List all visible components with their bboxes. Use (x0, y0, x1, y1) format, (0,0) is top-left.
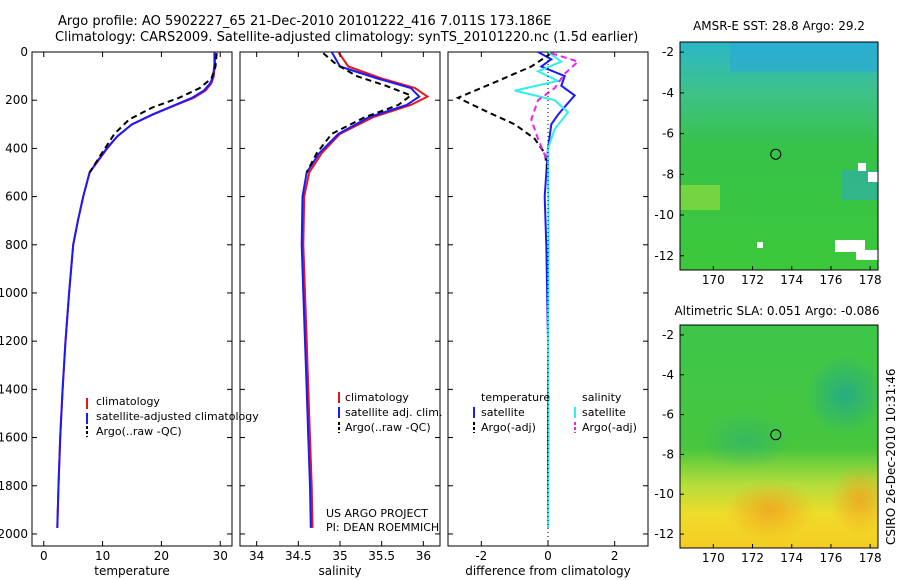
y-tick-label: 1600 (0, 431, 28, 445)
series-line-climatology (56, 51, 217, 528)
x-tick-label: 10 (95, 549, 110, 563)
legend-label-climatology: climatology (345, 391, 409, 404)
x-tick-label: 20 (154, 549, 169, 563)
legend-label-argo: Argo(..raw -QC) (345, 421, 431, 434)
series-line-climatology (302, 51, 430, 528)
sst-map: AMSR-E SST: 28.8 Argo: 29.2 170 172 174 176… (654, 19, 881, 287)
x-tick-label: 36 (416, 549, 431, 563)
x-tick-label: 0 (544, 549, 552, 563)
legend-heading-salinity: salinity (582, 391, 622, 404)
difference-legend: temperature satellite Argo(-adj) salinit… (473, 391, 637, 434)
x-tick-label: 30 (213, 549, 228, 563)
map-y-tick-label: -10 (654, 487, 674, 501)
sla-map-field (680, 325, 878, 548)
salinity-axis-label: salinity (318, 564, 361, 578)
difference-ticks: -2 0 2 (448, 51, 648, 563)
figure-title-line1: Argo profile: AO 5902227_65 21-Dec-2010 … (58, 14, 552, 29)
map-x-tick-label: 174 (780, 273, 803, 287)
legend-label-argo: Argo(..raw -QC) (96, 425, 182, 438)
y-tick-label: 400 (5, 141, 28, 155)
map-x-tick-label: 170 (702, 273, 725, 287)
map-y-tick-label: -12 (654, 249, 674, 263)
difference-panel: -2 0 2 difference from climatology tempera… (447, 51, 649, 578)
salinity-panel: 34 34.5 35 35.5 36 salinity climatology sate… (239, 51, 442, 578)
legend-label-sal-satellite: satellite (582, 406, 626, 419)
salinity-legend: climatology satellite adj. clim. Argo(..… (338, 391, 442, 434)
map-y-tick-label: -2 (662, 45, 674, 59)
sla-map: Altimetric SLA: 0.051 Argo: -0.086 170 17… (654, 304, 882, 565)
map-x-tick-label: 176 (819, 551, 842, 565)
x-tick-label: 34 (249, 549, 264, 563)
legend-label-satellite: satellite adj. clim. (345, 406, 442, 419)
series-line-argo-adj-salinity (530, 52, 580, 164)
y-tick-label: 1200 (0, 334, 28, 348)
argo-float-marker (770, 429, 782, 441)
difference-axis-label: difference from climatology (465, 564, 631, 578)
series-line-satellite-temperature (537, 51, 577, 528)
salinity-ticks: 34 34.5 35 35.5 36 (240, 51, 440, 563)
argo-float-marker (770, 148, 782, 160)
temperature-axis-label: temperature (94, 564, 169, 578)
series-line-satellite-salinity (514, 51, 570, 528)
y-tick-label: 1000 (0, 286, 28, 300)
temperature-data-lines (56, 51, 218, 528)
series-line-satellite-adjusted-climatology (56, 52, 216, 528)
y-tick-label: 200 (5, 93, 28, 107)
temperature-ticks: 0 10 20 30 0 200 400 600 800 1000 1200 1400 1600 1800… (0, 45, 232, 563)
y-tick-label: 2000 (0, 527, 28, 541)
sst-map-title: AMSR-E SST: 28.8 Argo: 29.2 (693, 19, 865, 33)
difference-data-lines (455, 51, 580, 546)
map-x-tick-label: 176 (819, 273, 842, 287)
map-x-tick-label: 178 (859, 273, 882, 287)
legend-label-climatology: climatology (96, 395, 160, 408)
x-tick-label: 34.5 (285, 549, 312, 563)
sst-map-field (680, 42, 878, 270)
x-tick-label: 35.5 (368, 549, 395, 563)
map-y-tick-label: -4 (662, 86, 674, 100)
x-tick-label: 2 (611, 549, 619, 563)
salinity-data-lines (300, 51, 430, 528)
legend-label-temp-satellite: satellite (481, 406, 525, 419)
series-line-satellite-adj-clim (300, 51, 421, 528)
y-tick-label: 1400 (0, 382, 28, 396)
temperature-axes-frame (31, 51, 233, 547)
map-y-tick-label: -8 (662, 167, 674, 181)
sla-map-title: Altimetric SLA: 0.051 Argo: -0.086 (674, 304, 879, 318)
map-x-tick-label: 178 (859, 551, 882, 565)
map-x-tick-label: 172 (741, 273, 764, 287)
map-y-tick-label: -4 (662, 368, 674, 382)
salinity-axes-frame (239, 51, 441, 547)
legend-heading-temperature: temperature (481, 391, 550, 404)
y-tick-label: 600 (5, 190, 28, 204)
figure-title-line2: Climatology: CARS2009. Satellite-adjuste… (55, 30, 639, 45)
map-y-tick-label: -6 (662, 408, 674, 422)
pi-credit: PI: DEAN ROEMMICH (326, 521, 439, 534)
x-tick-label: -2 (475, 549, 487, 563)
y-tick-label: 0 (20, 45, 28, 59)
project-credit: US ARGO PROJECT (326, 507, 428, 520)
map-y-tick-label: -6 (662, 127, 674, 141)
temperature-legend: climatology satellite-adjusted climatolo… (86, 395, 259, 438)
legend-label-temp-argo: Argo(-adj) (481, 421, 536, 434)
series-line-argo-raw-qc (88, 53, 218, 174)
legend-label-sal-argo: Argo(-adj) (582, 421, 637, 434)
map-x-tick-label: 172 (741, 551, 764, 565)
x-tick-label: 35 (332, 549, 347, 563)
y-tick-label: 1800 (0, 479, 28, 493)
map-y-tick-label: -8 (662, 447, 674, 461)
x-tick-label: 0 (40, 549, 48, 563)
map-x-tick-label: 170 (702, 551, 725, 565)
legend-label-satellite: satellite-adjusted climatology (96, 410, 259, 423)
sla-map-frame (679, 324, 879, 549)
sst-map-frame (679, 41, 879, 271)
map-x-tick-label: 174 (780, 551, 803, 565)
map-y-tick-label: -10 (654, 208, 674, 222)
y-tick-label: 800 (5, 238, 28, 252)
timestamp-stamp: CSIRO 26-Dec-2010 10:31:46 (884, 368, 898, 545)
map-y-tick-label: -12 (654, 527, 674, 541)
map-y-tick-label: -2 (662, 328, 674, 342)
temperature-panel: 0 10 20 30 0 200 400 600 800 1000 1200 1400 1600 1800… (0, 45, 259, 578)
